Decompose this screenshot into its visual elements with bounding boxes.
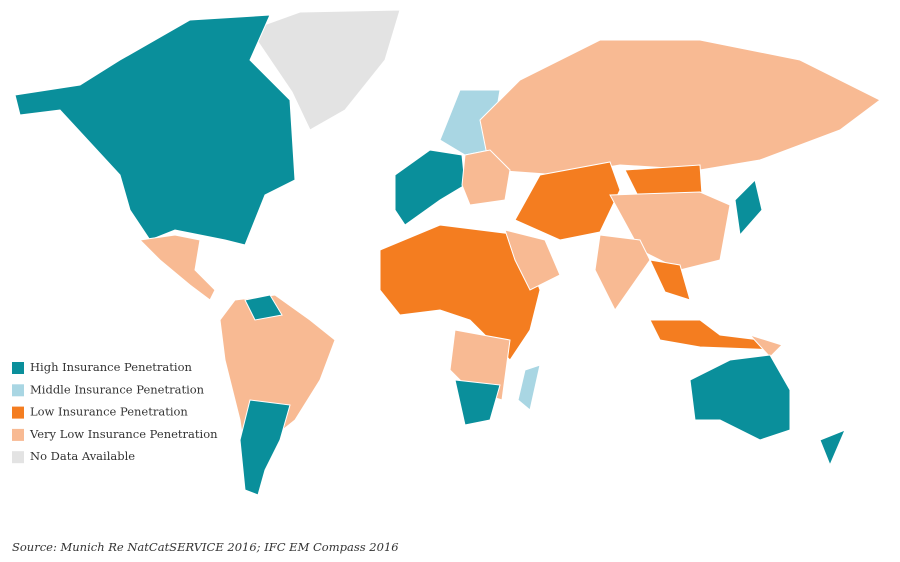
southern-cone <box>239 399 291 496</box>
south-africa <box>454 379 501 426</box>
legend-swatch <box>12 384 24 397</box>
legend-label: Low Insurance Penetration <box>30 405 188 419</box>
australia <box>689 354 791 441</box>
eastern-europe <box>461 149 511 206</box>
legend-swatch <box>12 406 24 419</box>
legend-swatch <box>12 362 24 374</box>
legend-swatch <box>12 451 24 464</box>
legend-label: No Data Available <box>30 449 135 463</box>
central-america <box>138 234 216 301</box>
legend: High Insurance Penetration Middle Insuran… <box>12 360 218 464</box>
central-asia <box>514 161 621 241</box>
papua-new-guinea <box>748 333 783 358</box>
greenland <box>249 9 401 131</box>
source-note: Source: Munich Re NatCatSERVICE 2016; IF… <box>12 540 399 554</box>
japan <box>734 179 763 237</box>
south-america <box>219 294 336 492</box>
india <box>594 234 651 311</box>
venezuela <box>244 294 283 321</box>
arabia <box>504 229 561 291</box>
legend-label: Middle Insurance Penetration <box>30 382 205 396</box>
legend-label: Very Low Insurance Penetration <box>29 427 218 441</box>
russia <box>479 39 881 176</box>
world-map <box>14 9 881 496</box>
new-zealand <box>819 429 846 467</box>
legend-swatch <box>12 428 24 441</box>
madagascar <box>517 364 541 411</box>
southeast-asia <box>649 259 691 301</box>
western-europe <box>394 149 466 226</box>
north-america <box>14 14 296 246</box>
legend-label: High Insurance Penetration <box>30 360 192 374</box>
